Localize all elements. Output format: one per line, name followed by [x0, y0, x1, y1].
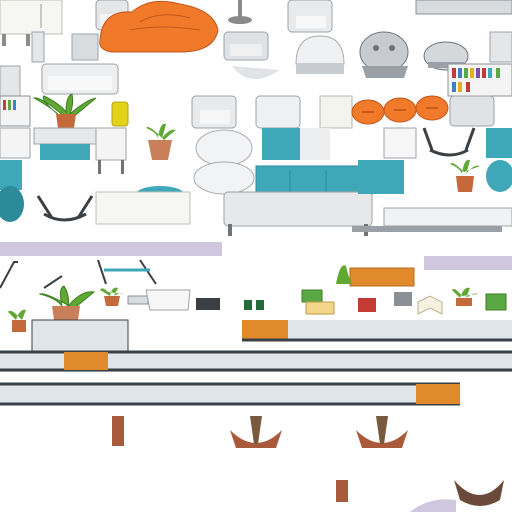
yellow-chair-sprite — [111, 101, 129, 127]
cabinet-white-sprite-2 — [319, 95, 353, 129]
open-book-sprite — [417, 295, 443, 315]
beanbag-orange-sprite — [99, 0, 219, 53]
potted-palm-sprite-1 — [32, 93, 97, 128]
books-stack-sprite — [301, 289, 335, 315]
orange-stools-sprite — [351, 95, 449, 125]
teal-armchair-sprite — [0, 160, 24, 222]
glass-railing-sprite-1 — [31, 319, 512, 353]
armchair-grey-sprite-2 — [287, 0, 333, 33]
white-box-sprite — [383, 127, 417, 159]
dome-stool-sprite-1 — [295, 35, 345, 74]
table-white-sprite-1 — [0, 127, 31, 159]
pen-cup-sprite — [394, 292, 412, 306]
potted-plant-sprite-3 — [450, 159, 480, 192]
cabinet-white-sprite — [0, 0, 63, 46]
white-sink-sprite — [145, 289, 191, 311]
teal-cushion-sprite-2 — [486, 128, 512, 158]
bench-plant-sprite — [336, 265, 415, 287]
round-table-sprite-1 — [195, 129, 253, 167]
table-white-sprite-2 — [95, 127, 127, 174]
sofa-teal-sprite — [223, 165, 373, 236]
swing-chair-sprite — [422, 127, 476, 157]
cushion-pouf-sprite-2 — [423, 41, 469, 71]
teal-cushion-sprite-1 — [262, 128, 330, 160]
glass-railing-sprite-3 — [0, 382, 460, 406]
armchair-grey-sprite-4 — [489, 31, 512, 63]
green-book-sprite — [485, 293, 507, 311]
deck-chair-sprite-2 — [43, 275, 63, 289]
table-teal-sprite — [33, 127, 97, 160]
bookshelf-small-sprite — [0, 95, 31, 127]
potted-plant-sprite-5 — [100, 287, 124, 306]
tablet-sprite — [196, 298, 220, 310]
post-sprite-2 — [336, 480, 348, 502]
armchair-grey-sprite-3 — [223, 31, 280, 80]
potted-palm-sprite-4 — [38, 285, 96, 320]
armchair-white-sprite-2 — [255, 95, 301, 129]
deck-chair-sprite-3 — [97, 259, 157, 285]
cushion-pouf-sprite-1 — [359, 31, 409, 78]
bookshelf-sprite — [447, 63, 512, 97]
sofa-grey-sprite — [41, 63, 119, 95]
post-sprite-1 — [112, 416, 124, 446]
red-book-sprite — [358, 298, 376, 312]
floor-lamp-sprite — [228, 0, 252, 24]
shelf-long-sprite — [352, 207, 512, 232]
potted-plant-sprite-2 — [146, 123, 176, 160]
teal-stool-sprite — [486, 160, 512, 192]
power-strip-sprite — [127, 295, 149, 305]
tree-planter-sprite-2 — [356, 416, 408, 448]
round-table-sprite-2 — [193, 161, 255, 195]
white-board-sprite — [95, 191, 191, 225]
potted-plant-sprite-7 — [8, 309, 26, 332]
tree-planter-sprite-1 — [230, 416, 282, 448]
armchair-white-sprite-1 — [191, 95, 237, 129]
potted-plant-sprite-6 — [452, 287, 478, 306]
wall-shelf-sprite — [415, 0, 512, 15]
glass-railing-sprite-2 — [0, 350, 512, 372]
deck-chair-sprite-1 — [0, 261, 18, 289]
mugs-sprite — [244, 300, 264, 310]
floor-shadow-sprite — [0, 242, 512, 270]
armchair-grey-sprite-5 — [449, 95, 495, 127]
sofa-grey-sprite-small — [0, 65, 21, 97]
swing-chair-sprite-2 — [36, 195, 94, 222]
teal-sofa-end-sprite — [358, 160, 404, 194]
tree-top-sprite — [410, 480, 504, 512]
cabinet-pieces-sprite — [31, 31, 99, 63]
